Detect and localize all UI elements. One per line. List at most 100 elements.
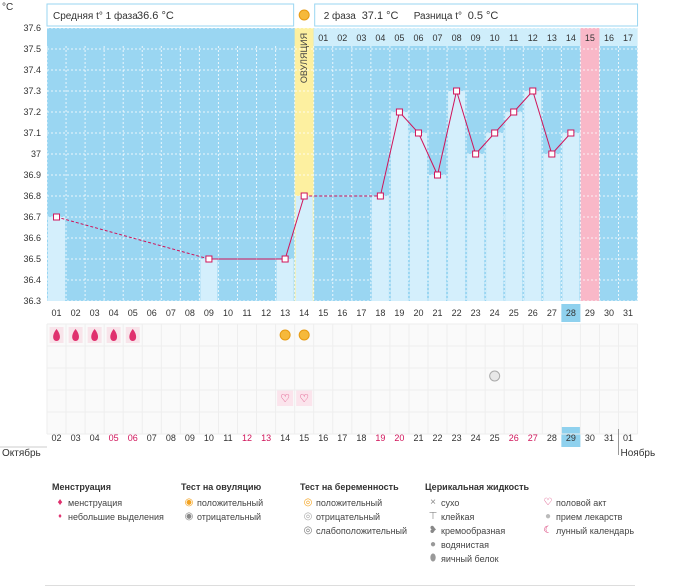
temperature-bar [486,133,504,301]
temperature-point [53,213,61,221]
temperature-point [491,129,499,137]
top-date-label: 28 [566,308,576,318]
sticky-icon: ⊤ [428,511,438,522]
phase1-header-box [46,3,295,27]
bottom-date-label: 05 [109,433,119,443]
temperature-point [434,171,442,179]
top-date-label: 10 [223,308,233,318]
ovulation-sun-icon [298,9,310,21]
temperature-point [414,129,422,137]
y-tick-label: 36.3 [23,296,41,306]
temperature-point [281,255,289,263]
divider [45,585,635,586]
y-tick-label: 36.9 [23,170,41,180]
top-date-label: 24 [490,308,500,318]
phase2-day-label: 10 [490,33,500,43]
legend-item: сухо [441,498,460,508]
bottom-date-label: 25 [490,433,500,443]
y-tick-label: 36.4 [23,275,41,285]
legend-item: водянистая [441,540,490,550]
temperature-point [472,150,480,158]
bottom-date-label: 24 [471,433,481,443]
temperature-bar [429,175,447,301]
bottom-date-label: 04 [90,433,100,443]
temperature-point [205,255,213,263]
temperature-bar [448,91,466,301]
phase2-day-label: 04 [375,33,385,43]
legend-item: слабоположительный [316,526,408,536]
top-date-label: 23 [471,308,481,318]
heart-icon: ♡ [280,393,290,405]
bottom-date-label: 19 [375,433,385,443]
drop-icon: ♦ [57,497,63,508]
diff-label: Разница t° [414,11,462,22]
legend-pregnancy-test-title: Тест на беременность [300,482,399,492]
bottom-date-label: 08 [166,433,176,443]
y-tick-label: 36.5 [23,254,41,264]
legend-item: менструация [68,498,123,508]
phase2-day-label: 12 [528,33,538,43]
bottom-date-label: 29 [566,433,576,443]
phase2-day-label: 05 [394,33,404,43]
phase1-value: 36.6 °C [137,10,174,22]
top-date-label: 04 [109,308,119,318]
legend-item: клейкая [441,512,475,522]
top-date-label: 18 [375,308,385,318]
temperature-bar [390,112,408,301]
top-date-label: 14 [299,308,309,318]
month-right-label: Ноябрь [621,447,656,459]
ovulation-test-positive-icon [298,329,310,341]
top-date-label: 02 [71,308,81,318]
top-date-label: 07 [166,308,176,318]
legend-item: небольшие выделения [68,512,164,522]
temperature-line-segment [284,195,305,260]
temperature-point [453,87,461,95]
y-tick-label: 36.7 [23,212,41,222]
heart-icon: ♡ [299,393,309,405]
legend-cervical-title: Церикальная жидкость [425,482,530,492]
legend-cervical: Церикальная жидкость × сухо ⊤ клейкая ❥ кре… [425,482,529,566]
top-date-label: 25 [509,308,519,318]
phase2-day-label: 16 [604,33,614,43]
temperature-point [529,87,537,95]
phase2-day-label: 11 [509,33,518,43]
pregnancy-negative-icon: ◎ [303,511,313,522]
symbol-grid-bg [47,324,638,434]
temperature-line-segment [418,132,438,176]
bottom-date-label: 16 [318,433,328,443]
top-date-label: 05 [128,308,138,318]
y-tick-label: 37.6 [23,23,41,33]
phase2-day-label: 13 [547,33,557,43]
legend-item: положительный [316,498,383,508]
phase1-label: Средняя t° 1 фаза [53,10,138,22]
temperature-line-segment [456,90,477,155]
creamy-icon: ❥ [428,525,438,536]
egg-white-icon: ⬮ [429,553,437,564]
top-date-label: 11 [242,308,251,318]
temperature-bar [524,91,542,301]
bottom-date-label: 15 [299,433,309,443]
phase2-day-label: 14 [566,33,576,43]
phase2-day-row [313,28,638,46]
unit-label: °C [2,2,13,13]
highlight-day-column [580,28,600,301]
bottom-date-label: 26 [509,433,519,443]
top-date-label: 21 [433,308,443,318]
bottom-date-label: 18 [356,433,366,443]
legend-pregnancy-test: Тест на беременность ◎ положительный ◎ отр… [300,482,407,538]
temperature-bar [48,217,66,301]
legend-menstruation: Менструация ♦ менструация ♦ небольшие выде… [52,482,164,524]
bottom-date-label: 20 [394,433,404,443]
phase2-day-label: 15 [585,33,595,43]
month-left-label: Октябрь [2,447,41,459]
phase2-header-box [314,3,639,27]
positive-test-icon: ◉ [184,497,194,508]
temperature-line-segment [56,216,210,260]
temperature-point [376,192,384,200]
top-date-label: 19 [394,308,404,318]
top-date-label: 12 [261,308,271,318]
moon-icon: ☾ [543,525,553,536]
legend-item: прием лекарств [556,512,623,522]
bottom-date-label: 02 [52,433,62,443]
bottom-date-label: 23 [452,433,462,443]
